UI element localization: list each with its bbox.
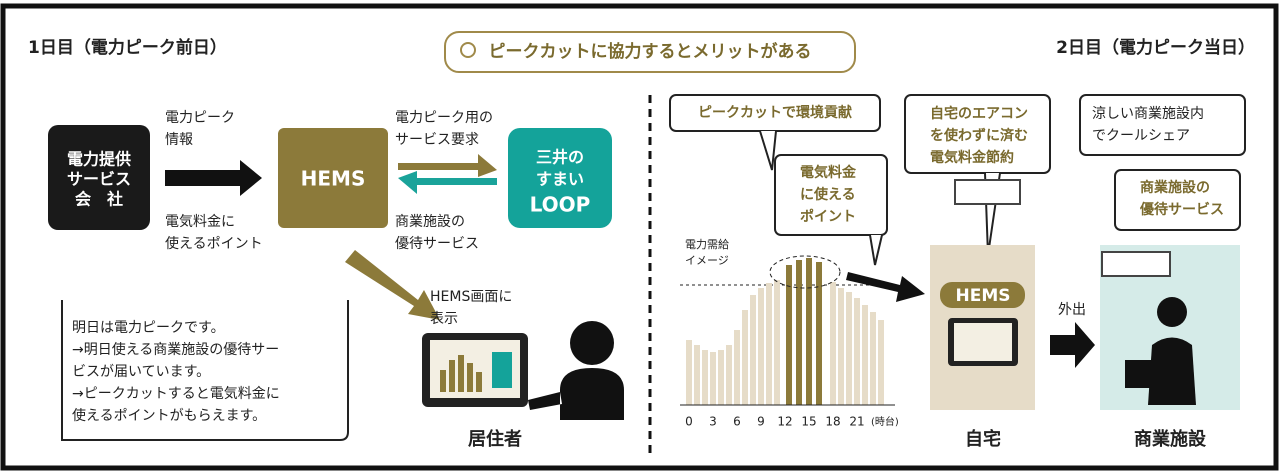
bubble-text: を使わずに済む: [930, 127, 1028, 144]
bubble: [1115, 170, 1240, 230]
bubble-text: 涼しい商業施設内: [1092, 106, 1204, 122]
message: →ピークカットすると電気料金に: [72, 386, 280, 402]
chart-label: 電力需給: [685, 237, 729, 251]
message: ビスが届いています。: [72, 364, 210, 380]
label: HEMS画面に: [430, 289, 512, 305]
hour-label: 0: [685, 415, 693, 429]
banner: ピークカットに協力するとメリットがある: [489, 41, 812, 62]
aircon: [1102, 252, 1170, 276]
hour-label: 18: [825, 415, 840, 429]
loop: すまい: [536, 170, 584, 189]
label: 使えるポイント: [165, 235, 263, 252]
chart-label: イメージ: [685, 254, 729, 267]
diagram: 1日目（電力ピーク前日） ピークカットに協力するとメリットがある 2日目（電力ピ…: [0, 0, 1279, 473]
label: 優待サービス: [395, 236, 479, 252]
company: 会 社: [75, 190, 123, 209]
home: 自宅: [965, 428, 1001, 450]
hour-unit: (時台): [871, 415, 899, 428]
monitor-screen: [954, 323, 1012, 361]
hems: HEMS: [955, 286, 1010, 306]
aircon: [955, 180, 1020, 204]
bubble-text: ポイント: [800, 208, 856, 225]
company: サービス: [67, 170, 131, 189]
screen-panel: [492, 352, 512, 388]
hour-label: 6: [733, 415, 741, 429]
label: 電力ピーク用の: [395, 110, 493, 126]
bubble-text: 自宅のエアコン: [930, 105, 1028, 122]
message: 明日は電力ピークです。: [72, 320, 225, 336]
hour-label: 15: [801, 415, 816, 429]
resident: 居住者: [468, 428, 522, 450]
bubble-text: ピークカットで環境貢献: [698, 104, 852, 121]
right-title: 2日目（電力ピーク当日）: [1056, 37, 1255, 58]
person-head: [570, 321, 614, 365]
bubble-text: に使える: [800, 186, 856, 203]
bag: [1125, 360, 1153, 388]
label: 情報: [165, 132, 193, 148]
label: サービス要求: [395, 132, 479, 148]
label: 電気料金に: [165, 214, 235, 230]
goout: 外出: [1058, 302, 1086, 318]
bubble-text: でクールシェア: [1092, 128, 1190, 144]
hems: HEMS: [301, 167, 366, 191]
bubble: [1080, 95, 1245, 155]
hour-label: 21: [849, 415, 864, 429]
person-body: [1148, 338, 1196, 406]
hour-label: 12: [777, 415, 792, 429]
message: 使えるポイントがもらえます。: [72, 407, 266, 424]
bubble-text: 電気料金: [800, 164, 857, 181]
company: 電力提供: [67, 150, 131, 169]
message: →明日使える商業施設の優待サー: [72, 341, 279, 358]
facility: 商業施設: [1134, 428, 1207, 450]
bubble-text: 優待サービス: [1139, 201, 1224, 218]
bubble-text: 電気料金節約: [930, 149, 1014, 166]
person-head: [1157, 297, 1187, 327]
label: 商業施設の: [395, 214, 465, 230]
left-title: 1日目（電力ピーク前日）: [28, 37, 227, 58]
label: 電力ピーク: [165, 110, 235, 126]
loop: 三井の: [536, 148, 584, 167]
bubble-text: 商業施設の: [1140, 179, 1210, 196]
hour-label: 3: [709, 415, 717, 429]
label: 表示: [430, 311, 458, 327]
loop: LOOP: [530, 193, 591, 217]
hour-label: 9: [757, 415, 765, 429]
